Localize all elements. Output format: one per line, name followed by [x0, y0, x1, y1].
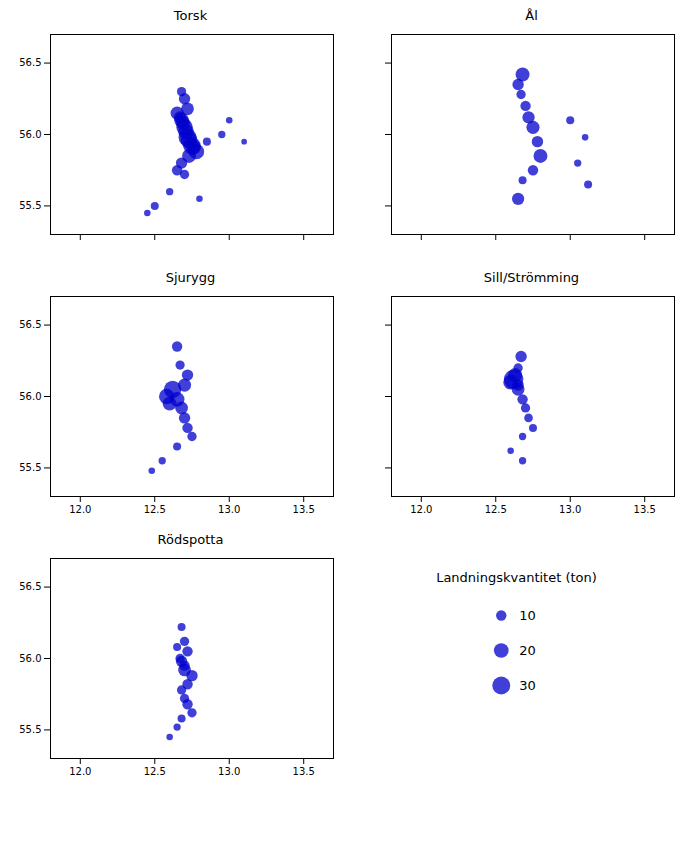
svg-text:55.5: 55.5: [19, 724, 41, 735]
svg-text:13.0: 13.0: [559, 504, 581, 515]
svg-text:56.0: 56.0: [19, 391, 41, 402]
html-text:Rödspotta: Rödspotta: [157, 532, 224, 547]
html-text:Sjurygg: Sjurygg: [165, 270, 216, 285]
html-text:Torsk: Torsk: [173, 8, 208, 23]
html-text:Landningskvantitet (ton): Landningskvantitet (ton): [436, 570, 597, 585]
svg-text:30: 30: [519, 678, 536, 693]
svg-text:12.0: 12.0: [69, 504, 91, 515]
svg-text:55.5: 55.5: [19, 200, 41, 211]
svg-text:13.0: 13.0: [218, 766, 240, 777]
html-text:Sill/Strömming: Sill/Strömming: [483, 270, 580, 285]
svg-text:13.5: 13.5: [293, 504, 315, 515]
svg-text:13.5: 13.5: [293, 766, 315, 777]
svg-text:56.5: 56.5: [19, 57, 41, 68]
svg-text:12.5: 12.5: [144, 504, 166, 515]
svg-text:20: 20: [519, 643, 536, 658]
svg-text:12.5: 12.5: [144, 766, 166, 777]
svg-text:13.5: 13.5: [634, 504, 656, 515]
svg-text:56.5: 56.5: [19, 319, 41, 330]
svg-text:56.0: 56.0: [19, 653, 41, 664]
svg-text:13.0: 13.0: [218, 504, 240, 515]
svg-text:12.0: 12.0: [69, 766, 91, 777]
svg-text:56.0: 56.0: [19, 129, 41, 140]
svg-text:55.5: 55.5: [19, 462, 41, 473]
svg-text:12.0: 12.0: [410, 504, 432, 515]
svg-text:56.5: 56.5: [19, 581, 41, 592]
svg-text:10: 10: [519, 608, 536, 623]
html-text:Ål: Ål: [525, 8, 538, 23]
svg-text:12.5: 12.5: [485, 504, 507, 515]
